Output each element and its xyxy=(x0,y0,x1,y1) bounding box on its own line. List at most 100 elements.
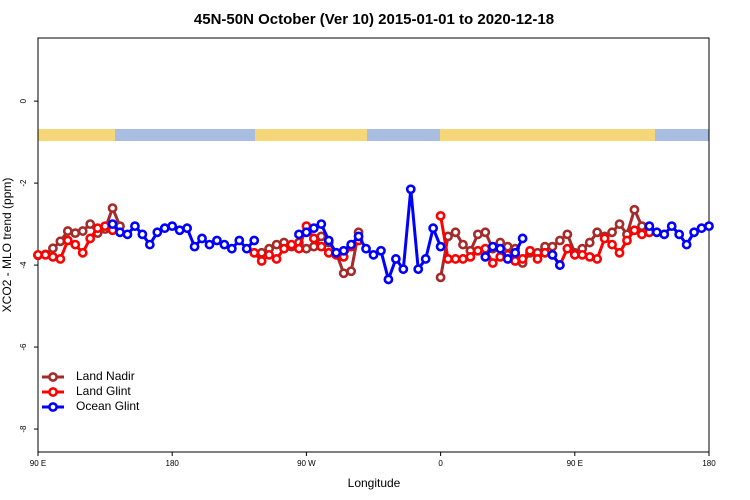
data-point xyxy=(234,235,245,246)
data-point xyxy=(338,268,349,279)
y-tick-label: -2 xyxy=(19,179,28,187)
data-point xyxy=(704,221,714,232)
data-point xyxy=(92,223,103,234)
data-point xyxy=(614,247,625,258)
legend-marker xyxy=(48,387,58,397)
data-point xyxy=(241,243,252,254)
data-point xyxy=(55,236,66,247)
data-point xyxy=(674,229,685,240)
data-point xyxy=(629,204,640,215)
data-point xyxy=(55,254,66,264)
data-point xyxy=(510,256,521,266)
data-point xyxy=(584,251,595,262)
data-point xyxy=(346,266,357,277)
data-point xyxy=(614,219,625,229)
x-tick-label: 0 xyxy=(438,459,443,468)
data-point xyxy=(547,249,558,260)
data-point xyxy=(40,249,51,260)
data-point xyxy=(85,219,96,229)
data-point xyxy=(100,221,110,232)
data-point xyxy=(540,247,550,258)
data-point xyxy=(659,229,670,240)
data-point xyxy=(458,239,468,250)
data-point xyxy=(286,239,297,250)
land-strip xyxy=(255,129,367,141)
chart-title: 45N-50N October (Ver 10) 2015-01-01 to 2… xyxy=(194,11,554,28)
data-point xyxy=(405,184,416,195)
land-strip xyxy=(38,129,115,141)
data-point xyxy=(480,227,491,238)
y-tick-label: -6 xyxy=(19,343,28,351)
data-point xyxy=(130,221,140,232)
x-tick-label: 180 xyxy=(166,459,180,468)
data-point xyxy=(137,229,148,240)
data-point xyxy=(629,225,640,236)
data-point xyxy=(435,210,446,221)
data-point xyxy=(338,245,349,256)
data-point xyxy=(271,239,282,250)
data-point xyxy=(197,233,207,244)
x-tick-label: 90 W xyxy=(297,459,316,468)
data-point xyxy=(554,260,565,270)
data-point xyxy=(167,221,178,232)
data-point xyxy=(696,223,707,234)
data-point xyxy=(159,223,170,234)
data-point xyxy=(562,243,573,254)
y-tick-label: -8 xyxy=(19,425,28,433)
x-tick-label: 90 E xyxy=(30,459,46,468)
plot-frame xyxy=(37,37,710,453)
data-point xyxy=(502,254,513,264)
data-point xyxy=(443,254,453,264)
data-point xyxy=(607,227,617,238)
legend-label: Ocean Glint xyxy=(76,399,140,413)
data-point xyxy=(689,227,699,238)
data-point xyxy=(368,249,379,260)
data-point xyxy=(279,243,289,254)
data-point xyxy=(487,241,498,252)
data-point xyxy=(226,243,237,254)
data-point xyxy=(599,233,610,244)
data-point xyxy=(301,227,312,238)
data-point xyxy=(308,241,319,252)
data-point xyxy=(189,241,200,252)
data-point xyxy=(450,254,461,264)
data-point xyxy=(346,239,357,250)
data-point xyxy=(361,243,371,254)
legend-marker xyxy=(48,372,58,382)
data-point xyxy=(458,254,468,264)
data-point xyxy=(301,243,312,254)
data-point xyxy=(70,228,81,239)
data-point xyxy=(532,254,543,264)
data-point xyxy=(554,235,565,246)
data-point xyxy=(323,235,334,246)
data-point xyxy=(472,229,483,240)
data-point xyxy=(577,249,588,260)
data-point xyxy=(144,239,155,250)
data-point xyxy=(383,274,394,285)
data-point xyxy=(33,249,43,260)
data-point xyxy=(487,258,498,268)
data-point xyxy=(592,227,603,238)
data-point xyxy=(174,225,185,236)
data-point xyxy=(562,229,573,240)
data-point xyxy=(308,233,319,244)
data-point xyxy=(480,251,491,262)
data-point xyxy=(353,231,364,242)
data-point xyxy=(62,235,73,246)
data-point xyxy=(547,241,558,252)
data-point xyxy=(316,241,327,252)
data-point xyxy=(219,239,230,250)
data-point xyxy=(502,241,513,252)
data-point xyxy=(622,235,632,246)
data-point xyxy=(323,247,334,258)
legend-label: Land Nadir xyxy=(76,369,135,383)
data-point xyxy=(256,247,267,258)
data-point xyxy=(249,235,260,246)
data-point xyxy=(450,227,461,238)
data-point xyxy=(495,243,506,254)
data-point xyxy=(681,239,692,250)
data-point xyxy=(510,247,521,258)
data-point xyxy=(308,223,319,234)
data-point xyxy=(316,219,327,229)
data-point xyxy=(204,239,215,250)
